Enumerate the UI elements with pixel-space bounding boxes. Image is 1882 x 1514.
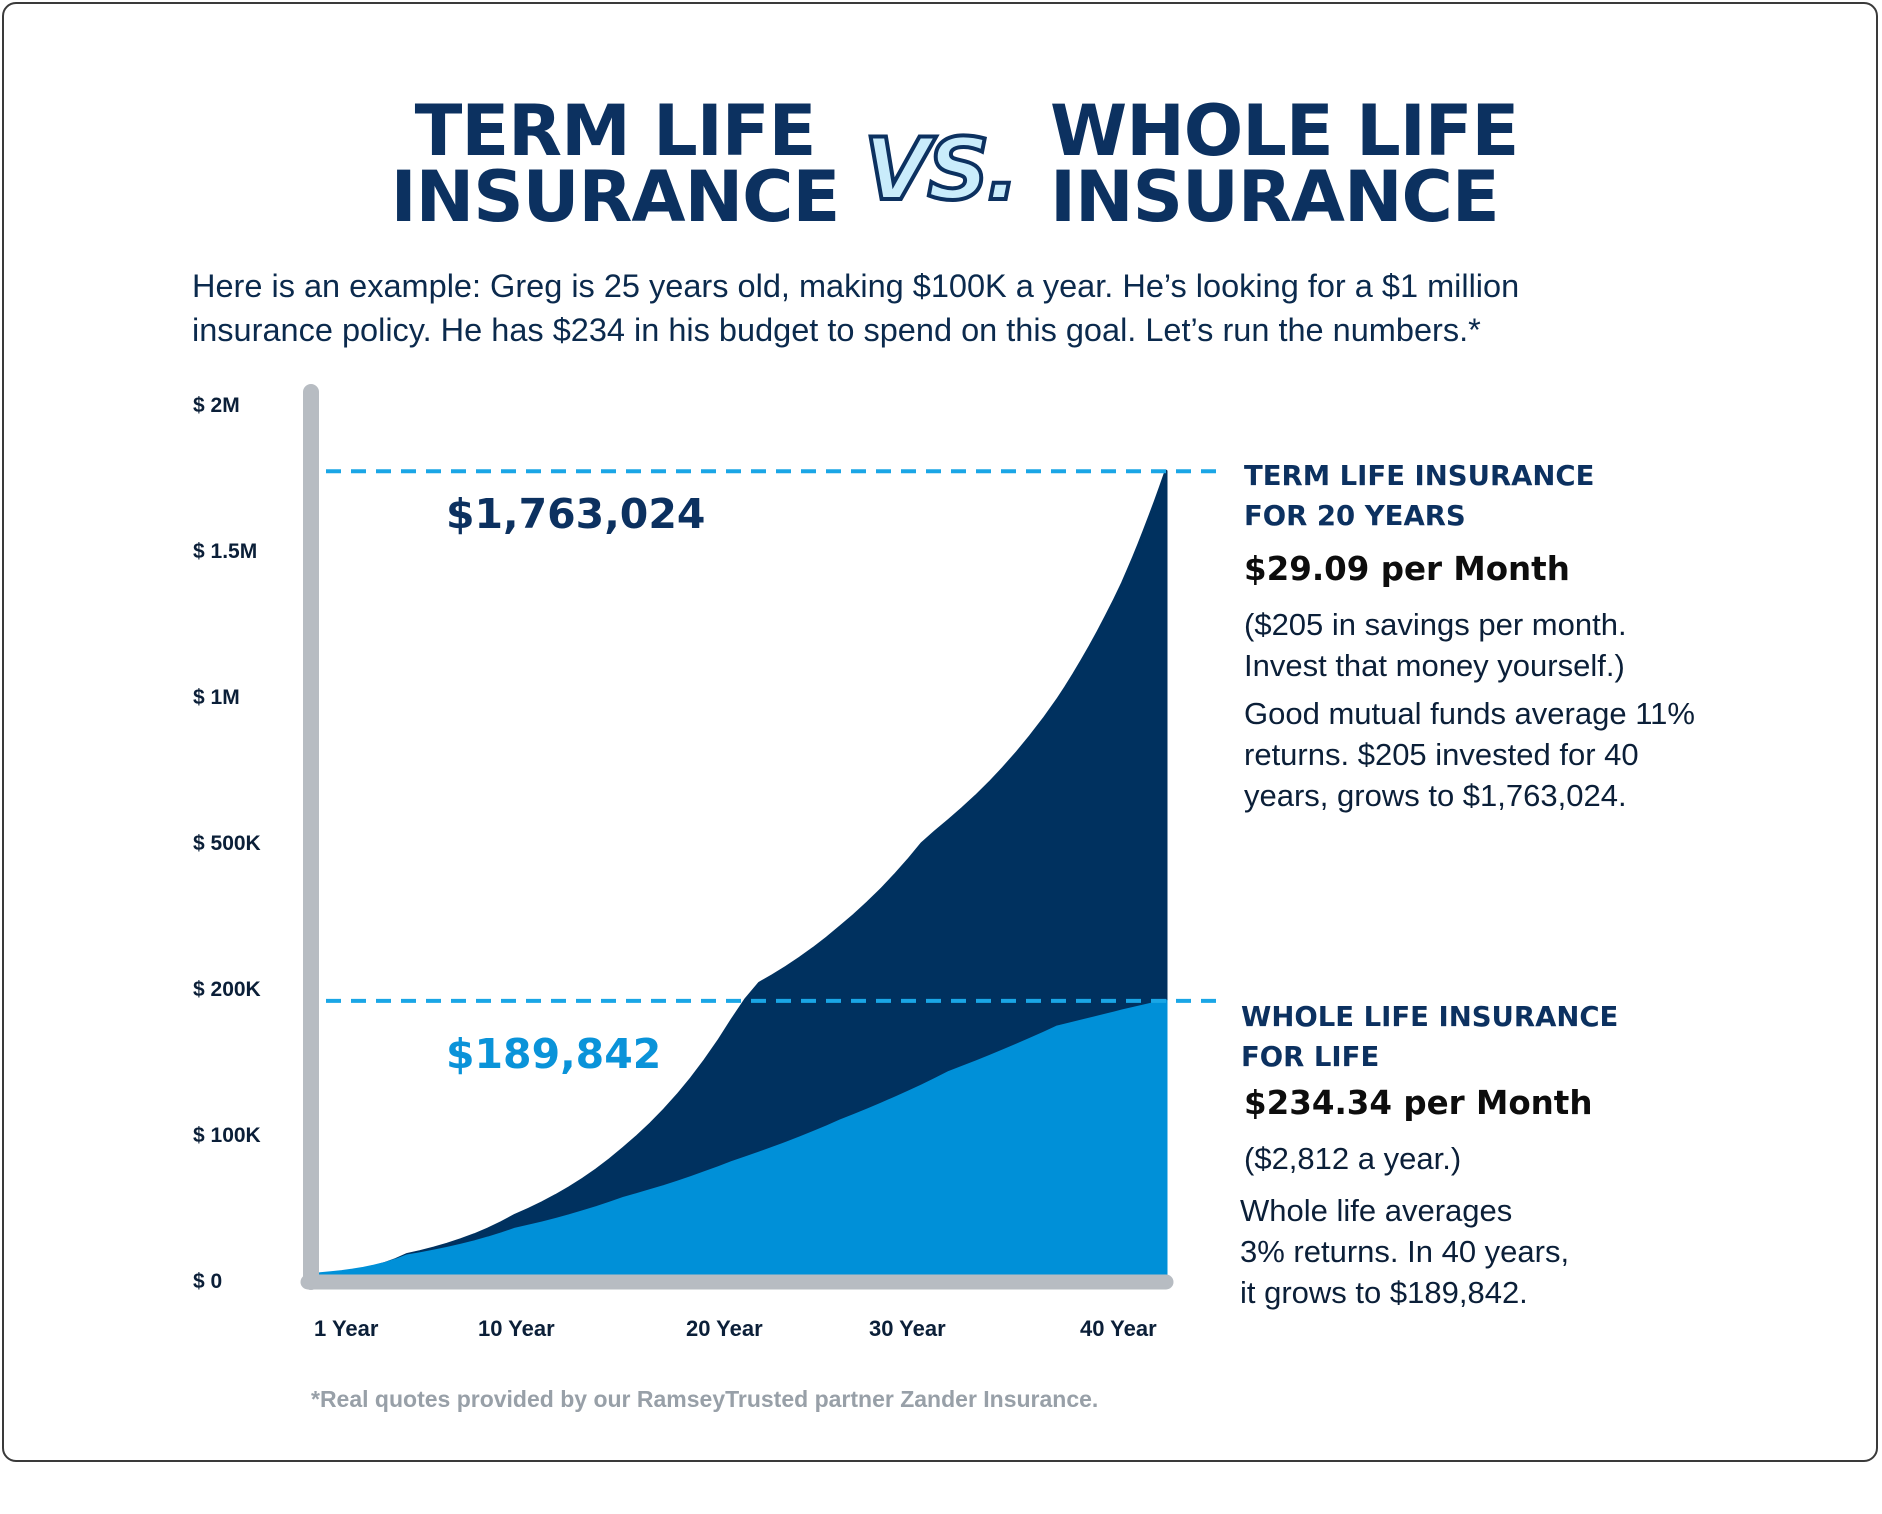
y-tick-label: $ 100K [193, 1124, 261, 1147]
whole-heading-line1: WHOLE LIFE INSURANCE [1241, 1001, 1619, 1033]
x-tick-label: 10 Year [478, 1316, 555, 1341]
whole-note-line3: it grows to $189,842. [1240, 1275, 1528, 1310]
intro-line1: Here is an example: Greg is 25 years old… [192, 268, 1520, 304]
term-panel-heading: TERM LIFE INSURANCE FOR 20 YEARS [1244, 456, 1594, 536]
term-savings-line1: ($205 in savings per month. [1244, 607, 1627, 642]
whole-panel-heading: WHOLE LIFE INSURANCE FOR LIFE [1241, 997, 1618, 1077]
term-price: $29.09 per Month [1244, 550, 1570, 588]
title-whole-life: WHOLE LIFE INSURANCE [1050, 90, 1530, 238]
y-tick-label: $ 200K [193, 978, 261, 1001]
y-tick-label: $ 1M [193, 686, 240, 709]
term-total-label: $1,763,024 [446, 490, 706, 538]
vs-badge: VS. [862, 118, 1021, 222]
whole-note-text: Whole life averages 3% returns. In 40 ye… [1240, 1190, 1569, 1313]
title-left-line1: TERM LIFE [414, 90, 817, 172]
term-note-text: Good mutual funds average 11% returns. $… [1244, 693, 1695, 816]
title-right-line1: WHOLE LIFE [1050, 90, 1519, 172]
term-savings-line2: Invest that money yourself.) [1244, 648, 1625, 683]
term-heading-line2: FOR 20 YEARS [1244, 500, 1466, 532]
footnote: *Real quotes provided by our RamseyTrust… [311, 1386, 1099, 1412]
intro-line2: insurance policy. He has $234 in his bud… [192, 312, 1481, 348]
y-tick-label: $ 1.5M [193, 540, 258, 563]
intro-paragraph: Here is an example: Greg is 25 years old… [192, 264, 1752, 352]
whole-price: $234.34 per Month [1244, 1084, 1593, 1122]
title-term-life: TERM LIFE INSURANCE [390, 90, 841, 238]
title-left-line2: INSURANCE [390, 156, 841, 238]
whole-note-line1: Whole life averages [1240, 1193, 1513, 1228]
whole-heading-line2: FOR LIFE [1241, 1041, 1380, 1073]
term-note-line2: returns. $205 invested for 40 [1244, 737, 1639, 772]
term-note-line3: years, grows to $1,763,024. [1244, 778, 1627, 813]
term-note-line1: Good mutual funds average 11% [1244, 696, 1695, 731]
y-tick-label: $ 500K [193, 832, 261, 855]
whole-yearly-text: ($2,812 a year.) [1244, 1141, 1462, 1176]
x-tick-label: 30 Year [869, 1316, 946, 1341]
y-tick-label: $ 0 [193, 1270, 223, 1293]
x-tick-label: 1 Year [314, 1316, 379, 1341]
whole-total-label: $189,842 [446, 1030, 662, 1078]
whole-note-line2: 3% returns. In 40 years, [1240, 1234, 1570, 1269]
series-area-whole-life [318, 999, 1168, 1280]
term-heading-line1: TERM LIFE INSURANCE [1244, 460, 1595, 492]
title-right-line2: INSURANCE [1050, 156, 1500, 238]
y-tick-label: $ 2M [193, 394, 240, 417]
x-tick-label: 40 Year [1080, 1316, 1157, 1341]
term-savings-text: ($205 in savings per month. Invest that … [1244, 604, 1627, 686]
x-tick-label: 20 Year [686, 1316, 763, 1341]
